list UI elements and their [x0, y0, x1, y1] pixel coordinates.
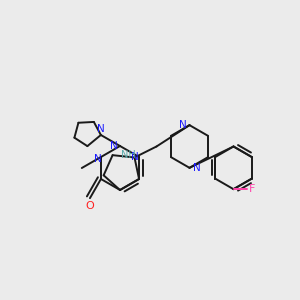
Text: N: N: [97, 124, 105, 134]
Text: NH: NH: [121, 150, 135, 160]
Text: N: N: [94, 154, 102, 164]
Text: F: F: [248, 184, 255, 194]
Text: N: N: [131, 152, 139, 162]
Text: N: N: [110, 141, 118, 151]
Text: N: N: [178, 120, 186, 130]
Text: N: N: [193, 163, 200, 173]
Text: O: O: [85, 201, 94, 211]
